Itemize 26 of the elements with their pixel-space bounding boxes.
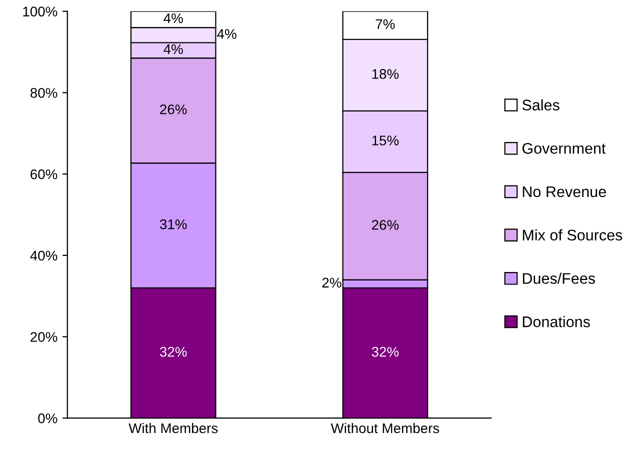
data-label: 2% (322, 278, 342, 288)
y-tick-label: 40% (30, 250, 58, 261)
y-tick-label: 100% (23, 6, 58, 16)
data-label: 4% (217, 29, 236, 39)
legend-label: Mix of Sources (522, 229, 622, 241)
data-label: 4% (164, 13, 183, 24)
data-label: 26% (160, 104, 187, 114)
legend-label: Donations (522, 316, 590, 328)
x-tick-label: Without Members (330, 422, 440, 434)
data-label: 15% (372, 136, 399, 146)
data-label: 32% (160, 346, 187, 357)
data-label: 7% (376, 19, 395, 30)
legend-label: Sales (522, 99, 560, 110)
y-tick-label: 80% (30, 88, 58, 98)
data-label: 32% (372, 346, 399, 357)
x-tick-label: With Members (128, 422, 218, 434)
legend-label: Dues/Fees (522, 272, 596, 284)
data-label: 26% (372, 220, 399, 230)
y-tick-label: 60% (30, 169, 58, 180)
data-label: 18% (372, 69, 399, 79)
legend-label: Government (522, 142, 606, 154)
legend-label: No Revenue (522, 186, 606, 198)
y-tick-label: 0% (38, 413, 58, 424)
data-label: 4% (164, 44, 183, 54)
data-label: 31% (160, 219, 187, 230)
y-tick-label: 20% (30, 332, 58, 342)
